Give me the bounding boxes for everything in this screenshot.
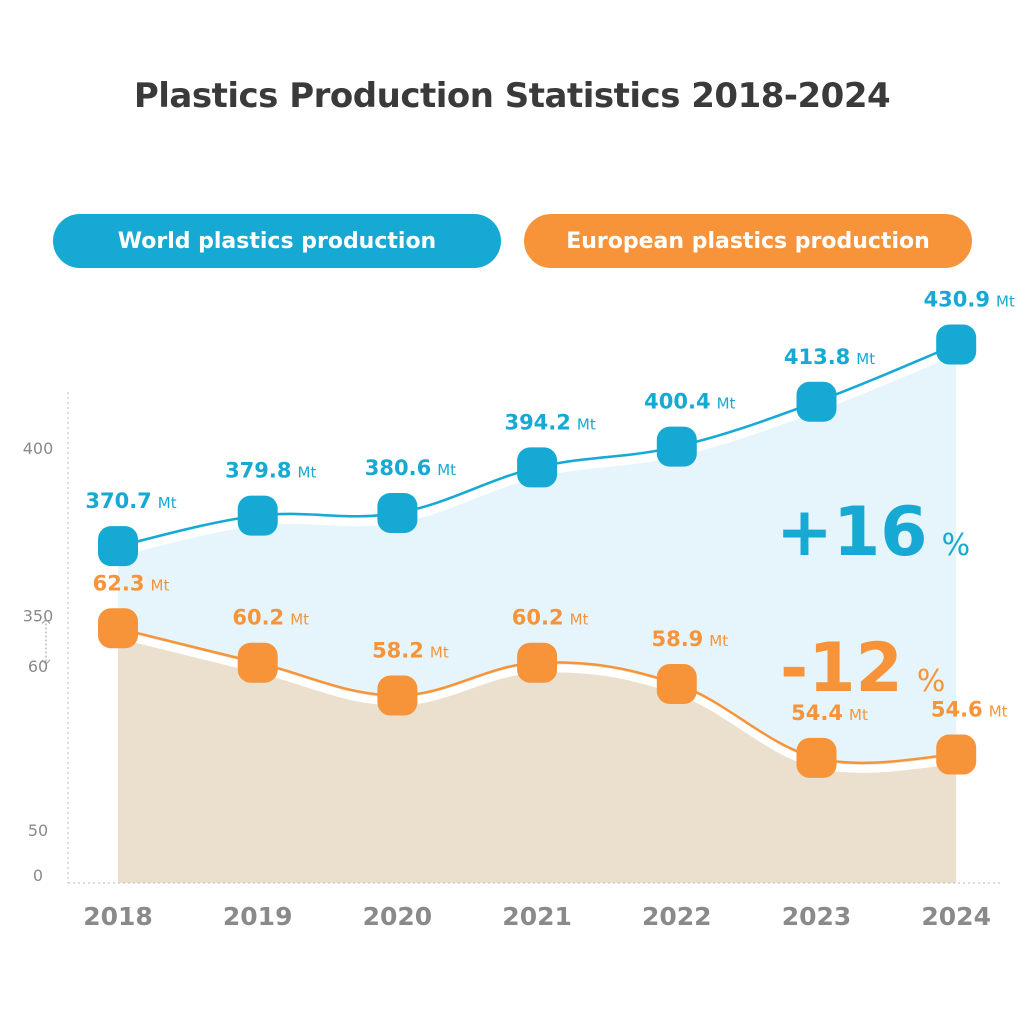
world-value-label: 370.7 Mt: [85, 489, 176, 513]
europe-value-unit: Mt: [151, 576, 170, 594]
world-change-label: +16%: [776, 493, 970, 572]
world-point: [796, 381, 837, 422]
world-change-unit: %: [942, 528, 971, 563]
chart-title: Plastics Production Statistics 2018-2024: [133, 76, 891, 116]
x-tick-label: 2018: [83, 902, 153, 931]
y-tick-label: 400: [23, 439, 54, 458]
europe-value: 54.6: [931, 698, 983, 722]
legend-europe-pill: European plastics production: [524, 214, 972, 268]
europe-value-label: 60.2 Mt: [512, 606, 589, 630]
world-point: [377, 492, 418, 533]
world-value: 430.9: [924, 287, 990, 311]
europe-value: 58.9: [651, 627, 703, 651]
world-value: 394.2: [504, 410, 570, 434]
world-point: [656, 426, 697, 467]
europe-point: [936, 734, 977, 775]
europe-value-label: 60.2 Mt: [232, 606, 309, 630]
europe-value-label: 54.4 Mt: [791, 701, 868, 725]
europe-value-unit: Mt: [290, 611, 309, 629]
world-value-unit: Mt: [717, 395, 736, 413]
world-change-value: +16: [776, 493, 928, 572]
world-value-label: 380.6 Mt: [365, 456, 456, 480]
europe-value-unit: Mt: [570, 611, 589, 629]
x-tick-label: 2024: [921, 902, 991, 931]
x-tick-label: 2023: [782, 902, 852, 931]
y-tick-label: 60: [28, 657, 48, 676]
europe-change-unit: %: [917, 664, 946, 699]
europe-point: [377, 675, 418, 716]
world-value: 413.8: [784, 345, 850, 369]
world-value-label: 394.2 Mt: [504, 410, 595, 434]
europe-value: 54.4: [791, 701, 843, 725]
world-value-label: 413.8 Mt: [784, 345, 875, 369]
europe-value: 60.2: [512, 606, 564, 630]
europe-value-unit: Mt: [849, 706, 868, 724]
world-value-label: 379.8 Mt: [225, 459, 316, 483]
world-value: 379.8: [225, 459, 291, 483]
europe-point: [98, 608, 138, 649]
europe-value: 62.3: [93, 571, 145, 595]
x-tick-label: 2019: [223, 902, 293, 931]
world-value: 380.6: [365, 456, 431, 480]
europe-value-label: 58.9 Mt: [651, 627, 728, 651]
europe-point: [656, 664, 697, 705]
world-point: [936, 324, 977, 365]
europe-value: 58.2: [372, 639, 424, 663]
world-value-label: 400.4 Mt: [644, 390, 735, 414]
europe-point: [517, 642, 558, 683]
legend-europe-label: European plastics production: [566, 228, 930, 254]
europe-value-unit: Mt: [709, 632, 728, 650]
world-point: [517, 447, 558, 488]
world-value-label: 430.9 Mt: [924, 287, 1015, 311]
world-point: [98, 526, 138, 567]
x-tick-label: 2020: [363, 902, 433, 931]
europe-value-label: 62.3 Mt: [93, 571, 170, 595]
world-point: [237, 495, 278, 536]
y-tick-label: 50: [28, 821, 48, 840]
world-value: 400.4: [644, 390, 710, 414]
world-value-unit: Mt: [856, 350, 875, 368]
world-value-unit: Mt: [437, 461, 456, 479]
world-value-unit: Mt: [158, 494, 177, 512]
legend-world-pill: World plastics production: [53, 214, 501, 268]
europe-value-unit: Mt: [430, 644, 449, 662]
europe-value-unit: Mt: [989, 703, 1008, 721]
world-value-unit: Mt: [577, 415, 596, 433]
y-tick-label: 0: [33, 866, 43, 885]
axis-break-arrow-down: [41, 659, 51, 665]
europe-change-label: -12%: [780, 629, 945, 708]
europe-value-label: 54.6 Mt: [931, 698, 1008, 722]
europe-point: [237, 642, 278, 683]
world-value-unit: Mt: [298, 464, 317, 482]
europe-point: [796, 737, 837, 778]
europe-value: 60.2: [232, 606, 284, 630]
world-value: 370.7: [85, 489, 151, 513]
axis-break-arrow-up: [41, 618, 51, 624]
europe-change-value: -12: [780, 629, 903, 708]
legend-world-label: World plastics production: [117, 228, 437, 254]
europe-value-label: 58.2 Mt: [372, 639, 449, 663]
x-tick-label: 2021: [502, 902, 572, 931]
world-value-unit: Mt: [996, 292, 1015, 310]
x-tick-label: 2022: [642, 902, 712, 931]
